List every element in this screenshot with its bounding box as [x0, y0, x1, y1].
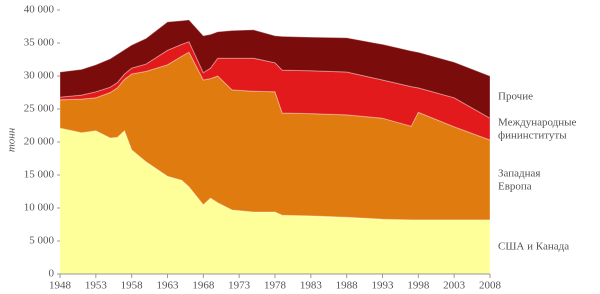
y-tick-label: 30 000 [24, 70, 55, 82]
legend-label: США и Канада [498, 240, 569, 252]
x-tick-label: 2003 [443, 280, 466, 292]
legend-label: Западная Европа [498, 167, 540, 192]
x-tick-label: 1998 [407, 280, 430, 292]
legend-label: Прочие [498, 91, 533, 103]
legend-label: Международные фининституты [498, 116, 577, 141]
x-tick-label: 1968 [192, 280, 215, 292]
y-tick-label: 0 [49, 268, 55, 280]
x-tick-label: 1988 [336, 280, 359, 292]
y-tick-label: 10 000 [24, 202, 55, 214]
area [59, 19, 491, 120]
x-tick-label: 1978 [264, 280, 287, 292]
y-tick-label: 25 000 [24, 103, 55, 115]
y-axis-label: тонн [6, 127, 18, 152]
y-tick-label: 40 000 [24, 4, 55, 16]
x-tick-label: 1958 [121, 280, 144, 292]
y-tick-label: 15 000 [24, 169, 55, 181]
x-tick-label: 1983 [300, 280, 323, 292]
x-tick-label: 1953 [85, 280, 108, 292]
x-tick-label: 1993 [372, 280, 395, 292]
y-tick-label: 5 000 [29, 235, 54, 247]
x-tick-label: 1963 [157, 280, 180, 292]
x-tick-label: 1973 [228, 280, 251, 292]
x-tick-label: 2008 [479, 280, 502, 292]
x-tick-label: 1948 [49, 280, 72, 292]
y-tick-label: 20 000 [24, 136, 55, 148]
y-tick-label: 35 000 [24, 37, 55, 49]
